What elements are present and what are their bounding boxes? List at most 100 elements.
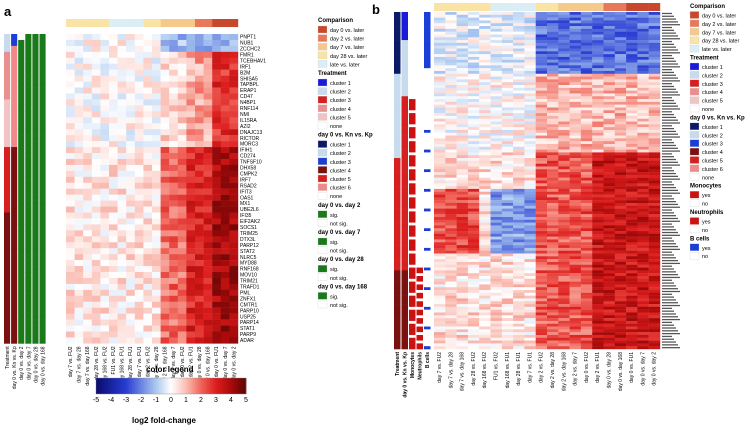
annotation-cell-kn-kp <box>401 155 408 159</box>
heatmap-cell <box>152 272 161 279</box>
annotation-cell-neutrophils <box>416 12 423 16</box>
heatmap-cell <box>535 70 548 74</box>
annotation-cell-sig <box>25 129 32 136</box>
heatmap-cell <box>434 26 446 30</box>
heatmap-cell <box>592 222 604 226</box>
heatmap-cell <box>169 325 178 332</box>
heatmap-cell <box>614 217 627 221</box>
annotation-cell-neutrophils <box>416 253 423 257</box>
annotation-cell-bcells <box>424 306 431 310</box>
heatmap-cell <box>195 295 204 302</box>
heatmap-cell <box>434 323 446 327</box>
heatmap-cell <box>490 124 502 128</box>
heatmap-cell <box>614 54 627 58</box>
heatmap-cell <box>513 172 525 176</box>
colorbar-segment <box>205 378 208 394</box>
heatmap-cell <box>547 110 559 114</box>
heatmap-cell <box>603 304 615 308</box>
heatmap-cell <box>109 147 118 154</box>
heatmap-cell <box>648 287 661 291</box>
annotation-cell-sig <box>25 194 32 201</box>
heatmap-cell <box>558 146 570 150</box>
annotation-cell-neutrophils <box>416 127 423 131</box>
heatmap-cell <box>626 115 638 119</box>
heatmap-cell <box>626 278 638 282</box>
heatmap-cell <box>614 48 627 52</box>
heatmap-cell <box>434 12 446 16</box>
heatmap-cell <box>592 68 604 72</box>
heatmap-cell <box>456 129 469 133</box>
heatmap-cell <box>456 298 469 302</box>
heatmap-cell <box>83 248 92 255</box>
heatmap-cell <box>569 197 582 201</box>
annotation-cell-kn-kp <box>401 264 408 268</box>
heatmap-cell <box>637 301 649 305</box>
annotation-cell-treatment <box>394 281 401 285</box>
heatmap-cell <box>74 248 84 255</box>
heatmap-cell <box>580 278 593 282</box>
heatmap-cell <box>547 228 559 232</box>
annotation-cell-treatment <box>394 259 401 263</box>
heatmap-cell <box>74 51 84 58</box>
heatmap-cell <box>109 212 118 219</box>
heatmap-cell <box>169 313 178 320</box>
heatmap-cell <box>229 176 239 183</box>
legend-label: yes <box>702 193 711 199</box>
heatmap-cell <box>445 273 457 277</box>
heatmap-cell <box>152 212 161 219</box>
heatmap-cell <box>501 115 514 119</box>
annotation-cell-sig <box>25 289 32 297</box>
heatmap-cell <box>160 63 170 70</box>
heatmap-cell <box>143 75 153 82</box>
annotation-cell-neutrophils <box>416 284 423 288</box>
heatmap-cell <box>152 87 161 94</box>
annotation-cell-sig <box>39 194 46 201</box>
heatmap-cell <box>513 118 525 122</box>
heatmap-cell <box>126 153 135 160</box>
heatmap-cell <box>467 236 480 240</box>
heatmap-cell <box>117 325 127 332</box>
annotation-cell-sig <box>39 325 46 332</box>
heatmap-cell <box>637 261 649 265</box>
heatmap-cell <box>100 319 110 326</box>
heatmap-cell <box>592 343 604 347</box>
annotation-cell-monocytes <box>409 132 416 136</box>
annotation-cell-treatment <box>4 164 11 172</box>
column-group-header <box>614 3 627 11</box>
row-label-mark <box>662 217 678 220</box>
heatmap-cell <box>626 334 638 338</box>
annotation-cell-kn-kp <box>401 34 408 38</box>
heatmap-cell <box>100 307 110 314</box>
heatmap-cell <box>614 158 627 162</box>
heatmap-cell <box>143 176 153 183</box>
heatmap-cell <box>434 267 446 271</box>
heatmap-cell <box>626 183 638 187</box>
legend-swatch <box>317 113 328 121</box>
heatmap-cell <box>445 301 457 305</box>
heatmap-cell <box>648 48 661 52</box>
heatmap-cell <box>83 39 92 47</box>
heatmap-cell <box>524 318 536 322</box>
heatmap-cell <box>479 132 491 136</box>
heatmap-cell <box>524 31 536 35</box>
annotation-cell-treatment <box>4 34 11 41</box>
heatmap-cell <box>479 259 491 263</box>
heatmap-cell <box>569 318 582 322</box>
annotation-cell-kn-kp <box>11 105 18 112</box>
heatmap-cell <box>592 337 604 341</box>
heatmap-cell <box>177 176 187 183</box>
colorbar-segment <box>102 378 104 394</box>
annotation-cell-bcells <box>424 315 431 319</box>
heatmap-cell <box>626 14 638 18</box>
heatmap-cell <box>524 191 536 195</box>
colorbar-segment <box>201 378 203 394</box>
heatmap-cell <box>434 287 446 291</box>
annotation-cell-sig <box>18 34 25 41</box>
annotation-cell-treatment <box>394 172 401 176</box>
heatmap-cell <box>535 180 548 184</box>
heatmap-cell <box>603 118 615 122</box>
heatmap-cell <box>203 105 213 112</box>
heatmap-cell <box>626 217 638 221</box>
heatmap-cell <box>637 62 649 66</box>
